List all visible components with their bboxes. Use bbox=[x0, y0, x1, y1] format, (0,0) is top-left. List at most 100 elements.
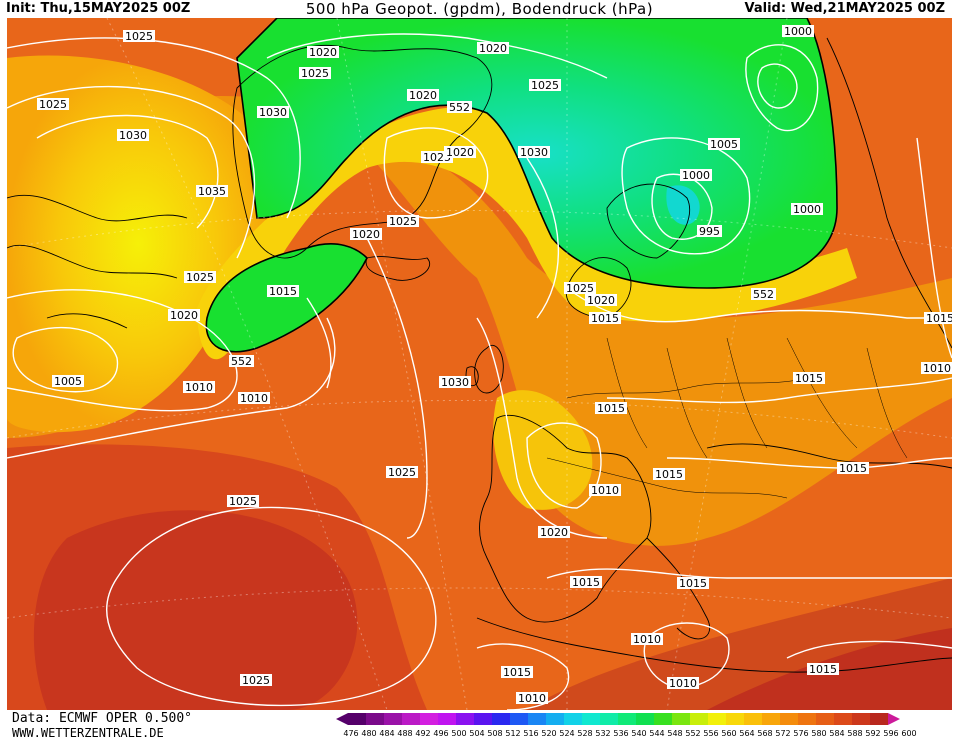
legend-swatch bbox=[348, 713, 366, 725]
field-576-ridge bbox=[7, 96, 952, 546]
legend-tick: 492 bbox=[415, 729, 431, 738]
isobar-label: 1035 bbox=[196, 185, 228, 198]
isobar-label: 552 bbox=[229, 355, 254, 368]
isobar-value: 1000 bbox=[793, 203, 821, 216]
isobar-value: 1010 bbox=[669, 677, 697, 690]
legend-tick: 540 bbox=[631, 729, 647, 738]
legend-swatch bbox=[438, 713, 456, 725]
isobar-value: 1020 bbox=[587, 294, 615, 307]
isobar-label: 1030 bbox=[518, 146, 550, 159]
isobar-label: 1025 bbox=[564, 282, 596, 295]
legend-swatch bbox=[528, 713, 546, 725]
legend-tick: 548 bbox=[667, 729, 683, 738]
isobar-label: 1020 bbox=[538, 526, 570, 539]
isobar-label: 1010 bbox=[516, 692, 548, 705]
field-556-ring bbox=[197, 106, 857, 360]
isobar-value: 1015 bbox=[655, 468, 683, 481]
legend-tick: 484 bbox=[379, 729, 395, 738]
legend-tick: 520 bbox=[541, 729, 557, 738]
legend-swatch bbox=[510, 713, 528, 725]
isobar-label: 552 bbox=[447, 101, 472, 114]
legend-tick: 588 bbox=[847, 729, 863, 738]
isobar-value: 1015 bbox=[839, 462, 867, 475]
isobar-label: 1015 bbox=[570, 576, 602, 589]
isobar-label: 1015 bbox=[837, 462, 869, 475]
isobar-value: 1010 bbox=[591, 484, 619, 497]
isobar-value: 1025 bbox=[566, 282, 594, 295]
isobar-value: 1020 bbox=[352, 228, 380, 241]
legend-tick-labels: 476 480 484 488 492 496 500 504 508 512 516 520 524 5… bbox=[342, 729, 918, 738]
legend-swatch bbox=[816, 713, 834, 725]
isobar-label: 1025 bbox=[240, 674, 272, 687]
legend-swatch bbox=[798, 713, 816, 725]
field-low-core bbox=[666, 185, 700, 225]
isobar-label: 1030 bbox=[117, 129, 149, 142]
isobar-value: 552 bbox=[753, 288, 774, 301]
legend-swatch bbox=[834, 713, 852, 725]
isobar-value: 1015 bbox=[926, 312, 952, 325]
isobar-label: 1010 bbox=[238, 392, 270, 405]
isobar-label: 1025 bbox=[387, 215, 419, 228]
legend-swatch bbox=[366, 713, 384, 725]
isobar-value: 995 bbox=[699, 225, 720, 238]
isobar-label: 1005 bbox=[52, 375, 84, 388]
legend-swatch bbox=[744, 713, 762, 725]
map-canvas: 1025102010251020102510301020552102510001… bbox=[7, 18, 952, 710]
isobar-value: 1000 bbox=[682, 169, 710, 182]
isobar-value: 1010 bbox=[633, 633, 661, 646]
legend-arrow-right bbox=[888, 713, 900, 725]
legend-swatch bbox=[492, 713, 510, 725]
legend-tick: 480 bbox=[361, 729, 377, 738]
legend-swatch bbox=[726, 713, 744, 725]
isobar-label: 1015 bbox=[595, 402, 627, 415]
isobar-label: 1000 bbox=[680, 169, 712, 182]
legend-swatch bbox=[546, 713, 564, 725]
legend-tick: 512 bbox=[505, 729, 521, 738]
legend-tick: 488 bbox=[397, 729, 413, 738]
isobar-value: 1030 bbox=[441, 376, 469, 389]
isobar-value: 1025 bbox=[531, 79, 559, 92]
isobar-value: 1010 bbox=[923, 362, 951, 375]
isobar-value: 1025 bbox=[301, 67, 329, 80]
legend-swatch bbox=[672, 713, 690, 725]
isobar-label: 1010 bbox=[631, 633, 663, 646]
isobar-value: 1025 bbox=[389, 215, 417, 228]
legend-swatch bbox=[636, 713, 654, 725]
isobar-label: 552 bbox=[751, 288, 776, 301]
isobar-value: 1010 bbox=[518, 692, 546, 705]
legend-tick: 592 bbox=[865, 729, 881, 738]
legend-tick: 556 bbox=[703, 729, 719, 738]
isobar-value: 552 bbox=[231, 355, 252, 368]
legend-swatch bbox=[654, 713, 672, 725]
legend-swatch bbox=[600, 713, 618, 725]
isobar-value: 1015 bbox=[269, 285, 297, 298]
isobar-value: 1030 bbox=[259, 106, 287, 119]
isobar-value: 1025 bbox=[229, 495, 257, 508]
isobar-value: 1025 bbox=[388, 466, 416, 479]
legend-tick: 524 bbox=[559, 729, 575, 738]
isobar-label: 1030 bbox=[439, 376, 471, 389]
legend-swatch bbox=[762, 713, 780, 725]
isobar-value: 1005 bbox=[54, 375, 82, 388]
isobar-label: 1020 bbox=[307, 46, 339, 59]
isobar-label: 1000 bbox=[791, 203, 823, 216]
isobar-label: 1015 bbox=[677, 577, 709, 590]
isobar-value: 1020 bbox=[170, 309, 198, 322]
isobar-label: 995 bbox=[697, 225, 722, 238]
isobar-label: 1025 bbox=[227, 495, 259, 508]
legend-tick: 516 bbox=[523, 729, 539, 738]
isobar-value: 1010 bbox=[240, 392, 268, 405]
isobar-label: 1020 bbox=[585, 294, 617, 307]
legend-color-bar bbox=[348, 713, 888, 725]
legend-swatch bbox=[384, 713, 402, 725]
field-592-southwest bbox=[33, 510, 358, 710]
isobar-value: 1015 bbox=[809, 663, 837, 676]
legend-swatch bbox=[564, 713, 582, 725]
legend-tick: 552 bbox=[685, 729, 701, 738]
isobar-value: 1000 bbox=[784, 25, 812, 38]
isobar-value: 1015 bbox=[503, 666, 531, 679]
legend-swatch bbox=[582, 713, 600, 725]
isobar-value: 1025 bbox=[186, 271, 214, 284]
isobar-label: 1020 bbox=[444, 146, 476, 159]
isobar-labels: 1025102010251020102510301020552102510001… bbox=[37, 25, 952, 705]
